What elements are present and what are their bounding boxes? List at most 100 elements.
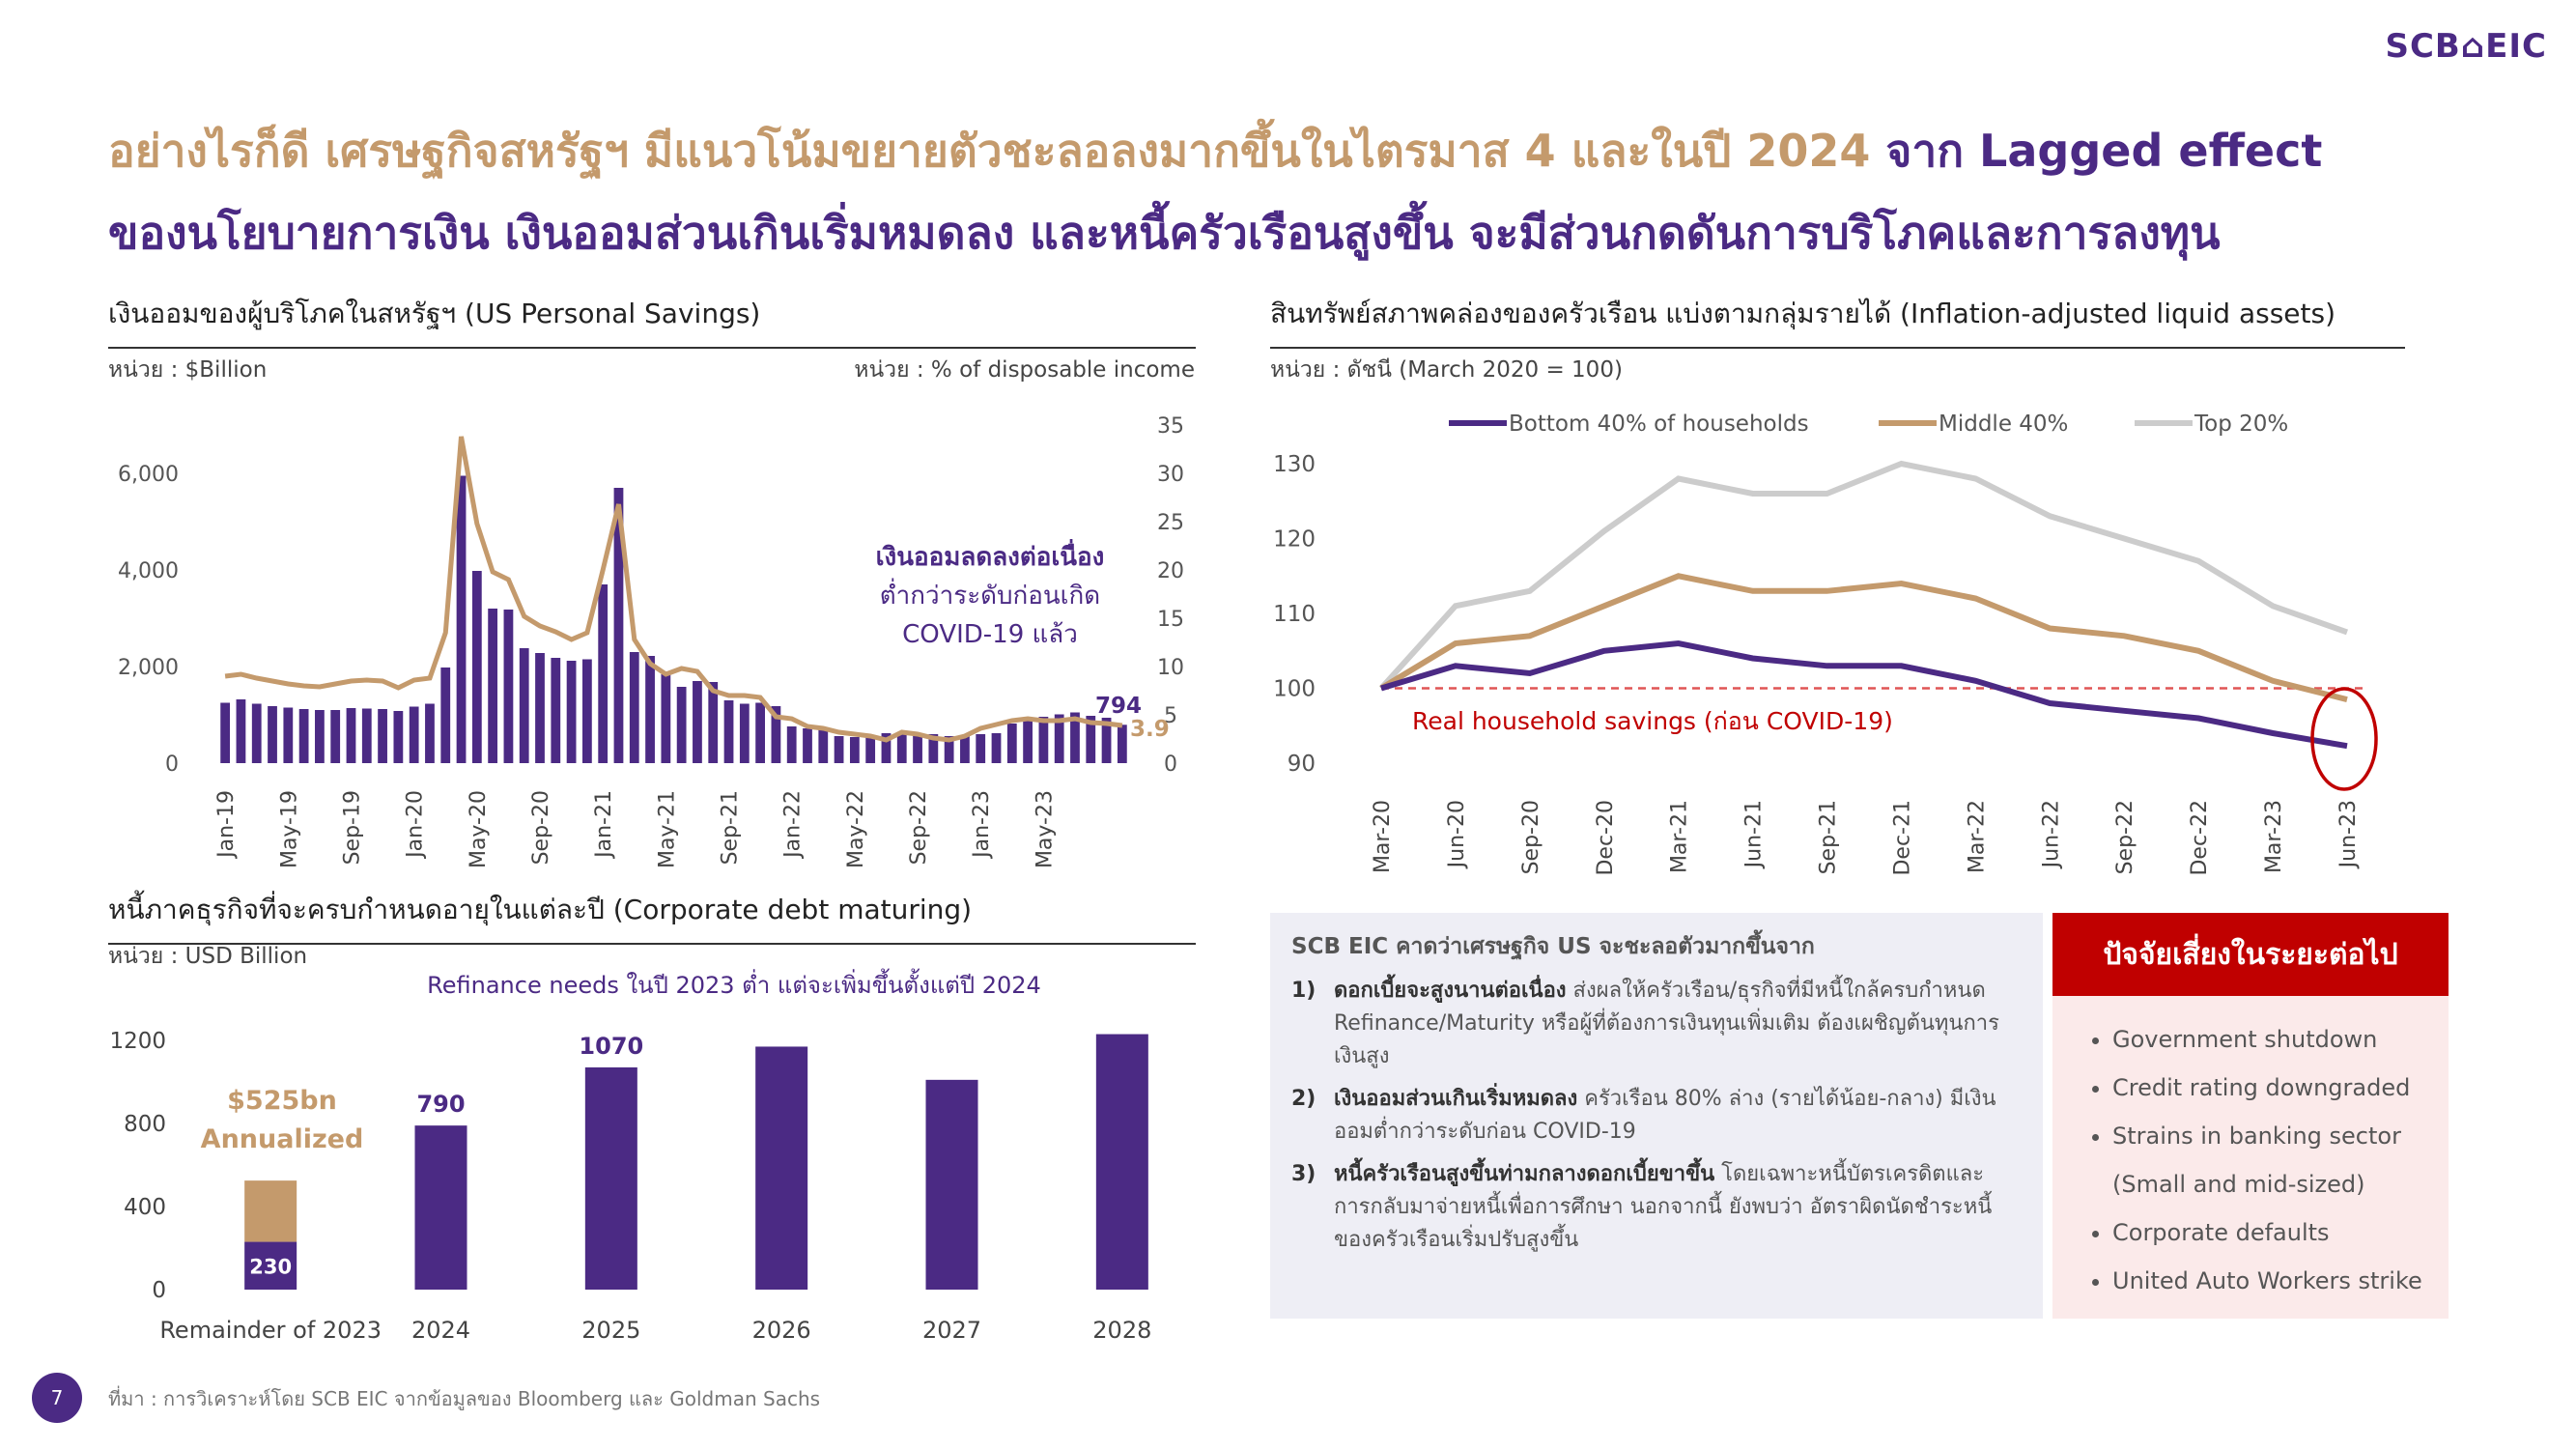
savings-bar [613,488,624,763]
savings-bar [928,734,939,763]
savings-x-tick: May-21 [655,790,679,868]
savings-bar [1117,724,1127,763]
scb-eic-logo: SCB⌂EIC [2385,27,2547,66]
liquid-x-tick: Mar-22 [1965,800,1989,873]
savings-bar [251,703,262,763]
debt-x-label: 2026 [752,1317,811,1344]
debt-section-title: หนี้ภาคธุรกิจที่จะครบกำหนดอายุในแต่ละปี … [108,889,1196,945]
risk-item: United Auto Workers strike [2112,1257,2449,1305]
savings-bar [456,475,467,763]
risk-box: Government shutdownCredit rating downgra… [2052,996,2449,1319]
savings-annotation-line2: ต่ำกว่าระดับก่อนเกิด [880,578,1100,611]
liquid-x-tick: Sep-22 [2113,800,2137,874]
savings-bar [330,710,341,763]
savings-bar [960,736,970,763]
savings-bar [991,733,1002,763]
risk-heading: ปัจจัยเสี่ยงในระยะต่อไป [2052,913,2449,996]
liquid-x-tick: Jun-22 [2039,800,2063,869]
outlook-item-bold: หนี้ครัวเรือนสูงขึ้นท่ามกลางดอกเบี้ยขาขึ… [1334,1162,1715,1187]
savings-right-tick: 15 [1157,608,1184,632]
savings-bar [488,609,498,763]
debt-y-tick: 1200 [109,1029,166,1054]
savings-section-title: เงินออมของผู้บริโภคในสหรัฐฯ (US Personal… [108,293,1196,349]
savings-bar [834,736,844,763]
savings-annotation-line3: COVID-19 แล้ว [902,620,1078,649]
outlook-item-text: หนี้ครัวเรือนสูงขึ้นท่ามกลางดอกเบี้ยขาขึ… [1334,1162,1993,1253]
highlight-circle [2310,687,2378,791]
savings-bar [1086,716,1096,763]
risk-item: Strains in banking sector [2112,1112,2449,1160]
savings-x-tick: Jan-22 [781,790,806,860]
liquid-x-tick: Mar-23 [2262,800,2286,873]
liquid-x-tick: Sep-21 [1817,800,1841,874]
savings-x-tick: May-20 [467,790,491,868]
savings-bar [519,648,529,763]
savings-bar [1101,718,1112,763]
savings-unit-left: หน่วย : $Billion [108,357,268,383]
liquid-x-tick: Mar-21 [1668,800,1692,873]
liquid-x-tick: Jun-23 [2336,800,2361,869]
savings-bar [283,707,294,763]
savings-bar [220,702,231,763]
savings-bar [849,737,860,763]
savings-bar [771,706,781,763]
outlook-heading: SCB EIC คาดว่าเศรษฐกิจ US จะชะลอตัวมากขึ… [1291,934,1815,959]
savings-bar [803,728,812,763]
savings-bar [566,661,577,763]
debt-x-label: 2024 [411,1317,470,1344]
title-line1-tail: จาก Lagged effect [1870,125,2323,177]
savings-bar [503,610,514,763]
savings-bar [393,711,404,763]
savings-bar [865,735,876,763]
outlook-item-number: 2) [1291,1086,1316,1111]
debt-bar [1095,1034,1148,1290]
savings-bar [598,584,609,763]
savings-right-tick: 25 [1157,511,1184,535]
savings-bar [629,652,639,763]
savings-right-tick: 35 [1157,414,1184,439]
liquid-x-tick: Sep-20 [1519,800,1543,874]
liquid-line-2 [1378,460,2348,691]
savings-bar [361,708,372,763]
outlook-item-number: 1) [1291,978,1316,1003]
annualized-bar [244,1180,297,1242]
debt-value-label: 230 [249,1255,292,1278]
debt-y-tick: 800 [124,1112,166,1137]
risk-item: Corporate defaults [2112,1208,2449,1257]
savings-annotation-bold: เงินออมลดลงต่อเนื่อง [876,538,1105,572]
savings-bar [535,653,545,763]
savings-left-tick: 4,000 [118,559,179,583]
savings-bar [298,709,309,763]
savings-bar [346,708,356,763]
outlook-item: 3) หนี้ครัวเรือนสูงขึ้นท่ามกลางดอกเบี้ยขา… [1291,1158,2022,1257]
savings-bar [1054,714,1064,763]
savings-x-tick: Jan-19 [214,790,239,860]
legend-label: Top 20% [2194,412,2288,437]
savings-left-tick: 0 [165,753,179,777]
savings-bar [708,682,719,763]
savings-bar [661,674,671,763]
savings-bar [315,710,325,763]
liquid-x-tick: Jun-20 [1445,800,1469,869]
savings-right-tick: 20 [1157,559,1184,583]
savings-x-tick: May-23 [1033,790,1057,868]
savings-bar [976,734,986,763]
debt-headline: Refinance needs ในปี 2023 ต่ำ แต่จะเพิ่ม… [427,968,1041,999]
liquid-y-tick: 120 [1273,527,1316,553]
debt-bar [755,1046,808,1290]
savings-x-tick: Jan-21 [592,790,616,860]
savings-bar [471,571,482,763]
savings-bar [378,709,387,763]
savings-unit-right: หน่วย : % of disposable income [854,357,1195,383]
savings-bar [786,726,797,763]
savings-x-tick: Jan-23 [970,790,994,860]
outlook-item-text: เงินออมส่วนเกินเริ่มหมดลง ครัวเรือน 80% … [1334,1086,1996,1145]
debt-bar [244,1241,297,1290]
last-rate-label: 3.9 [1130,717,1170,742]
legend-label: Middle 40% [1939,412,2068,437]
outlook-item-number: 3) [1291,1162,1316,1187]
debt-value-label: 790 [416,1091,465,1118]
savings-right-tick: 30 [1157,463,1184,487]
liquid-section-title: สินทรัพย์สภาพคล่องของครัวเรือน แบ่งตามกล… [1270,293,2405,349]
debt-x-label: Remainder of 2023 [159,1317,382,1344]
